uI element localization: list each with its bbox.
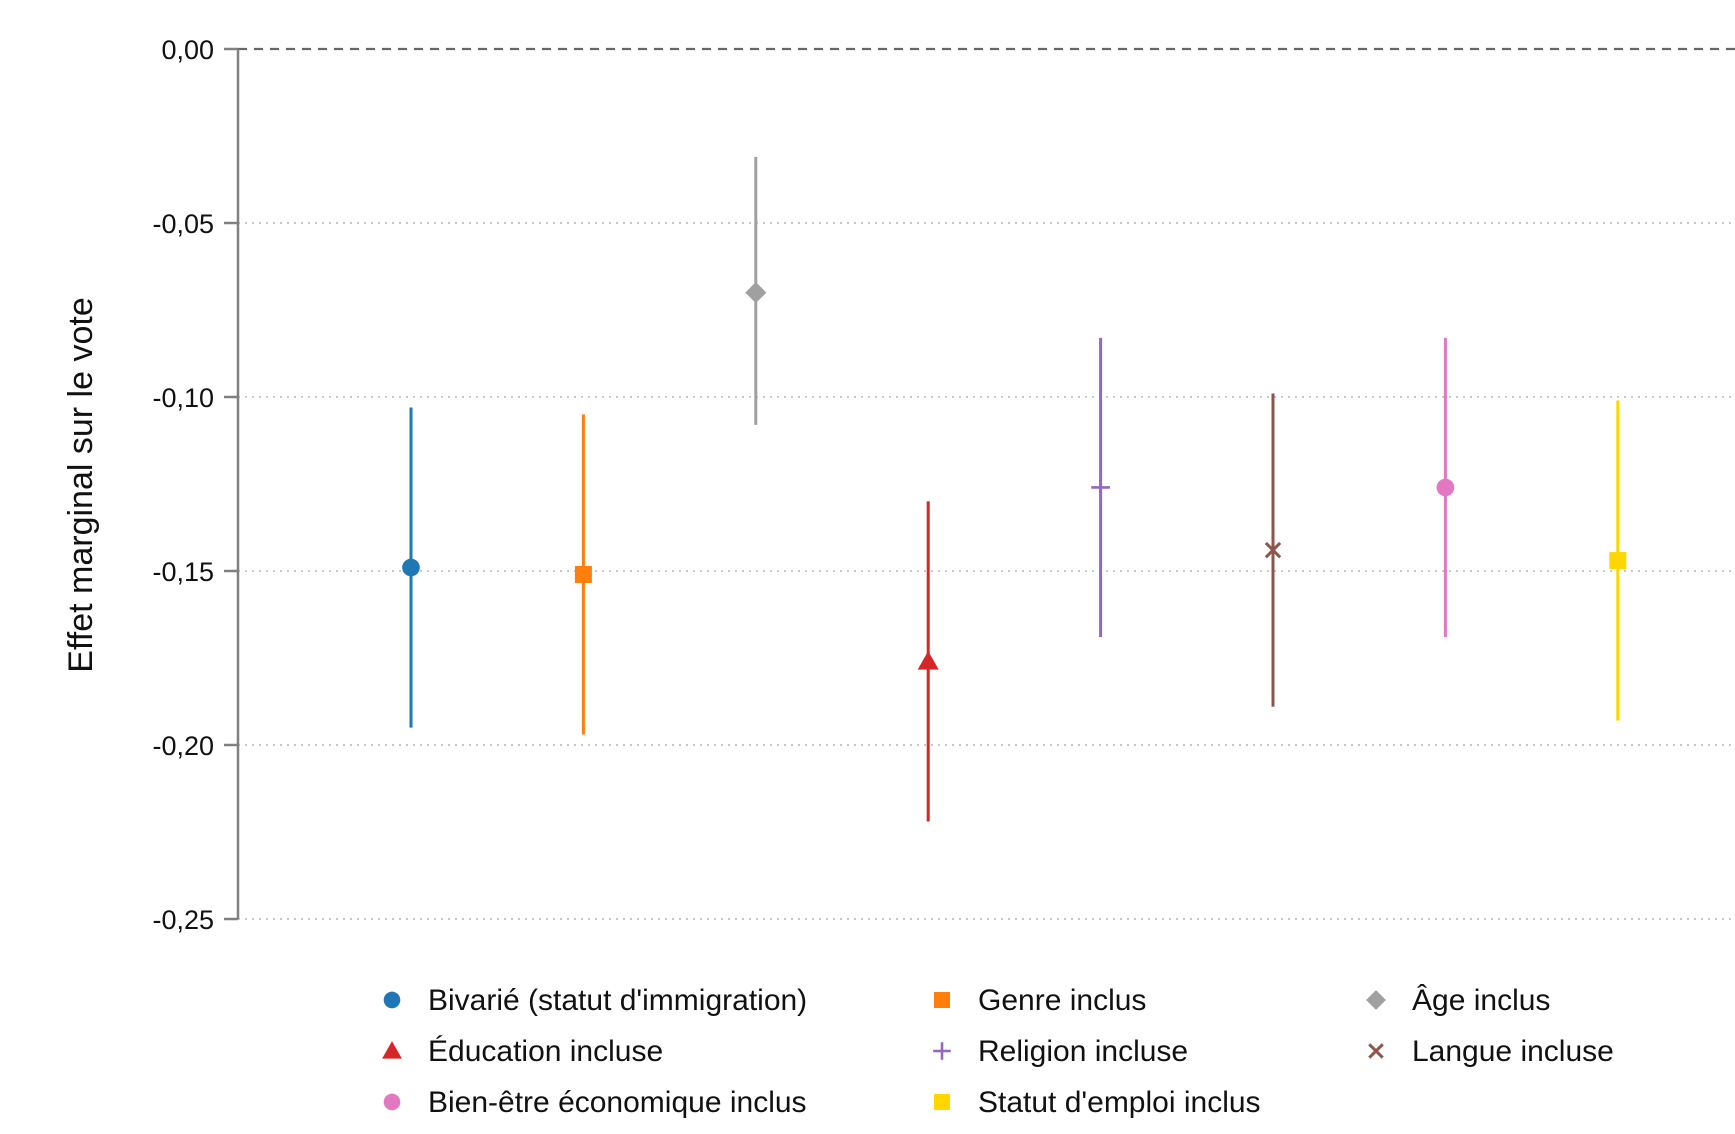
point-estimate: [1436, 478, 1455, 497]
plot-marks: [402, 156, 1627, 822]
point-estimate: [574, 565, 592, 583]
legend-label: Bivarié (statut d'immigration): [428, 984, 807, 1017]
legend-marker: [1368, 1043, 1384, 1059]
y-tick-label: -0,10: [152, 383, 214, 413]
legend-marker: [383, 1093, 401, 1111]
point-estimate: [1609, 552, 1627, 570]
point-estimate: [917, 650, 939, 670]
point-estimate: [402, 558, 420, 577]
point-estimate: [1091, 478, 1110, 497]
y-axis: 0,00 -0,05 -0,10 -0,15 -0,20 -0,25: [152, 35, 240, 935]
legend-marker: [382, 1041, 402, 1059]
y-tick-label: -0,20: [152, 731, 214, 761]
legend-label: Âge inclus: [1412, 984, 1550, 1017]
legend-marker: [933, 1042, 951, 1060]
legend-label: Religion incluse: [978, 1035, 1188, 1068]
legend-marker: [383, 991, 401, 1009]
point-estimate: [745, 282, 767, 304]
y-tick-label: 0,00: [161, 35, 214, 65]
legend-label: Genre inclus: [978, 984, 1146, 1017]
legend-marker: [934, 992, 950, 1008]
y-axis-title: Effet marginal sur le vote: [62, 297, 100, 672]
point-estimate: [1264, 541, 1282, 559]
grid-lines: [238, 47, 1735, 920]
legend-label: Éducation incluse: [428, 1035, 663, 1068]
y-tick-label: -0,15: [152, 557, 214, 587]
y-tick-label: -0,05: [152, 209, 214, 239]
legend-marker: [1366, 990, 1386, 1010]
legend-label: Bien-être économique inclus: [428, 1086, 807, 1119]
legend-label: Statut d'emploi inclus: [978, 1086, 1261, 1119]
legend-marker: [934, 1094, 950, 1110]
y-tick-label: -0,25: [152, 905, 214, 935]
legend: Bivarié (statut d'immigration) Genre incl…: [382, 984, 1614, 1119]
legend-label: Langue incluse: [1412, 1035, 1614, 1068]
